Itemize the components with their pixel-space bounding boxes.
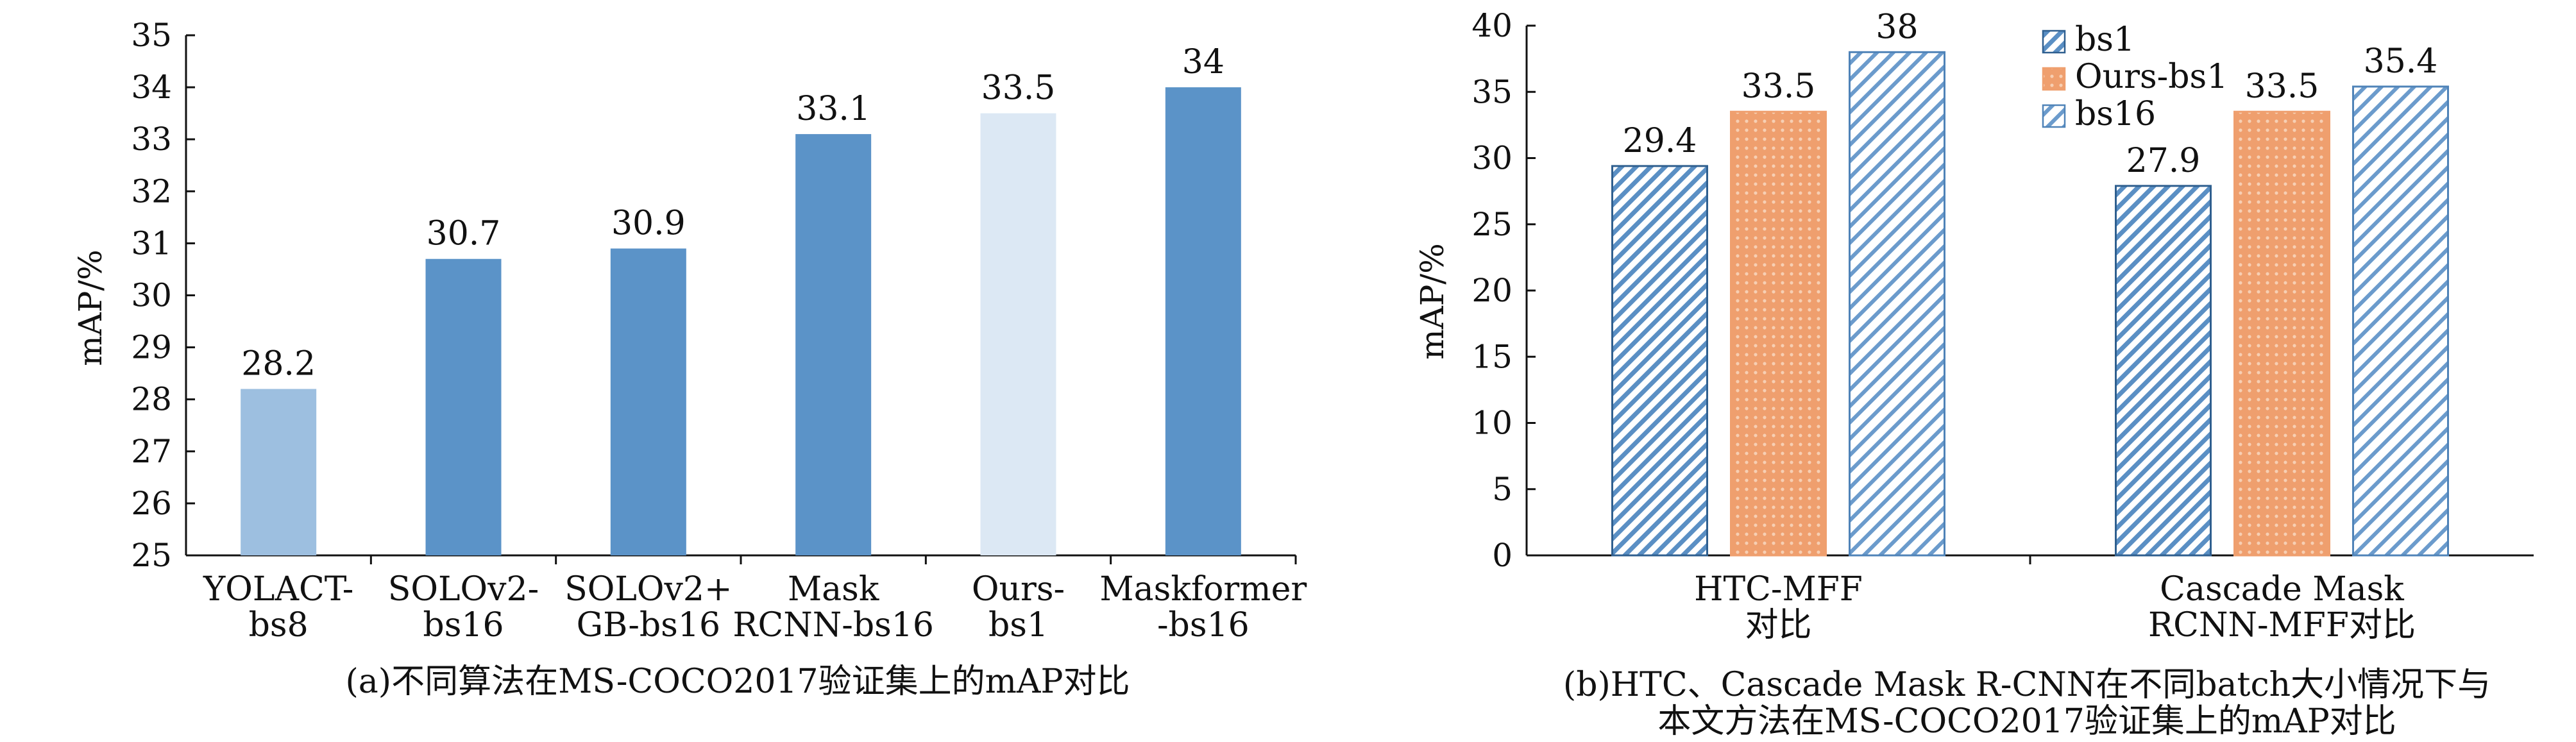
chart-a-y-tick-label: 28: [131, 381, 172, 418]
chart-b-bar: [1849, 51, 1945, 557]
chart-b-legend-label: Ours-bs1: [2075, 58, 2228, 96]
chart-b-legend-swatch: [2042, 67, 2066, 91]
chart-a-y-tick-label: 30: [131, 277, 172, 314]
chart-a-category-label: bs16: [423, 606, 504, 645]
chart-a-y-axis-label: mAP/%: [72, 249, 109, 366]
chart-a-category-label: -bs16: [1157, 606, 1250, 645]
chart-a-y-tick-label: 25: [131, 537, 172, 574]
chart-b-y-axis-label: mAP/%: [1414, 243, 1451, 360]
chart-b-y-tick-label: 20: [1471, 272, 1513, 309]
chart-b-y-tick-label: 40: [1471, 7, 1513, 44]
chart-b-data-label: 33.5: [2245, 67, 2319, 106]
chart-a-y-axis: 25 26 27 28 29 30 31 32 33 34 35: [131, 17, 1297, 574]
chart-b-category-label: RCNN-MFF对比: [2148, 606, 2416, 645]
chart-a-category-label: SOLOv2+: [564, 570, 732, 609]
chart-a-bar: [980, 113, 1056, 555]
chart-a-y-tick-label: 27: [131, 433, 172, 470]
chart-a-category-label: SOLOv2-: [388, 570, 539, 609]
chart-a-data-label: 30.7: [427, 215, 501, 253]
chart-b-data-label: 27.9: [2126, 142, 2201, 180]
chart-a-bars: 28.2 30.7 30.9 33.1 33.5 34: [241, 43, 1241, 556]
chart-b-data-label: 29.4: [1623, 122, 1697, 160]
chart-a-category-label: RCNN-bs16: [733, 606, 934, 645]
chart-a-data-label: 30.9: [611, 205, 686, 243]
chart-a-category-label: Maskformer: [1099, 570, 1307, 609]
chart-b-y-tick-label: 15: [1471, 338, 1513, 375]
chart-a-y-tick-label: 29: [131, 329, 172, 366]
chart-b-category-label: HTC-MFF: [1694, 570, 1863, 609]
chart-a-bar: [795, 134, 872, 556]
chart-b-data-label: 33.5: [1741, 67, 1816, 106]
chart-a-y-tick-label: 35: [131, 17, 172, 54]
chart-a-category-label: YOLACT-: [203, 570, 353, 609]
chart-a-category-label: Mask: [788, 570, 879, 609]
chart-a-category-labels: YOLACT-bs8 SOLOv2-bs16 SOLOv2+GB-bs16 MaskR…: [203, 570, 1307, 645]
chart-b-bar: [1611, 165, 1708, 557]
chart-a-category-label: bs1: [988, 606, 1048, 645]
chart-b-bar: [2233, 110, 2330, 557]
chart-b-y-tick-label: 35: [1471, 73, 1513, 110]
chart-b-y-tick-label: 5: [1492, 471, 1513, 508]
chart-a-y-tick-label: 31: [131, 224, 172, 262]
chart-b-bar: [2352, 85, 2449, 557]
chart-a-y-tick-label: 33: [131, 121, 172, 158]
chart-a-category-label: Ours-: [972, 570, 1065, 609]
chart-b-data-label: 35.4: [2364, 42, 2438, 81]
chart-b-caption-line-1: (b)HTC、Cascade Mask R-CNN在不同batch大小情况下与: [1563, 666, 2491, 704]
chart-a-category-label: bs8: [249, 606, 309, 645]
chart-a-data-label: 33.1: [796, 90, 870, 128]
chart-b-category-label: 对比: [1745, 606, 1811, 645]
chart-a-data-label: 34: [1182, 43, 1224, 81]
chart-b-bar: [1730, 110, 1827, 557]
chart-a-bar: [610, 248, 686, 555]
chart-b-bar: [2115, 185, 2212, 557]
chart-b-category-label: Cascade Mask: [2160, 570, 2404, 609]
chart-a-bar: [1165, 87, 1241, 556]
chart-a-y-tick-label: 34: [131, 69, 172, 106]
chart-a-y-tick-label: 26: [131, 485, 172, 522]
chart-b-legend-label: bs1: [2075, 21, 2135, 59]
chart-b-legend-swatch: [2042, 30, 2066, 54]
chart-b-data-label: 38: [1876, 8, 1918, 46]
chart-b-legend-label: bs16: [2075, 95, 2156, 133]
chart-b-y-tick-label: 10: [1471, 405, 1513, 442]
chart-b-y-tick-label: 25: [1471, 206, 1513, 243]
chart-a: 25 26 27 28 29 30 31 32 33 34 35 28.2 30.7 30.9 33.1 3…: [72, 17, 1307, 701]
chart-a-category-label: GB-bs16: [577, 606, 720, 645]
chart-a-data-label: 28.2: [241, 344, 316, 383]
chart-a-bar: [425, 258, 502, 555]
chart-b-caption-line-2: 本文方法在MS-COCO2017验证集上的mAP对比: [1657, 702, 2396, 741]
chart-b-y-tick-label: 0: [1492, 537, 1513, 574]
chart-a-y-tick-label: 32: [131, 173, 172, 210]
chart-b-legend-swatch: [2042, 104, 2066, 128]
chart-a-data-label: 33.5: [981, 69, 1056, 108]
chart-b-y-tick-label: 30: [1471, 140, 1513, 177]
chart-b-bars: 29.4 33.5 38 27.9 33.5 35.4: [1611, 8, 2449, 557]
chart-a-caption: (a)不同算法在MS-COCO2017验证集上的mAP对比: [346, 662, 1130, 701]
chart-a-bar: [241, 389, 317, 555]
